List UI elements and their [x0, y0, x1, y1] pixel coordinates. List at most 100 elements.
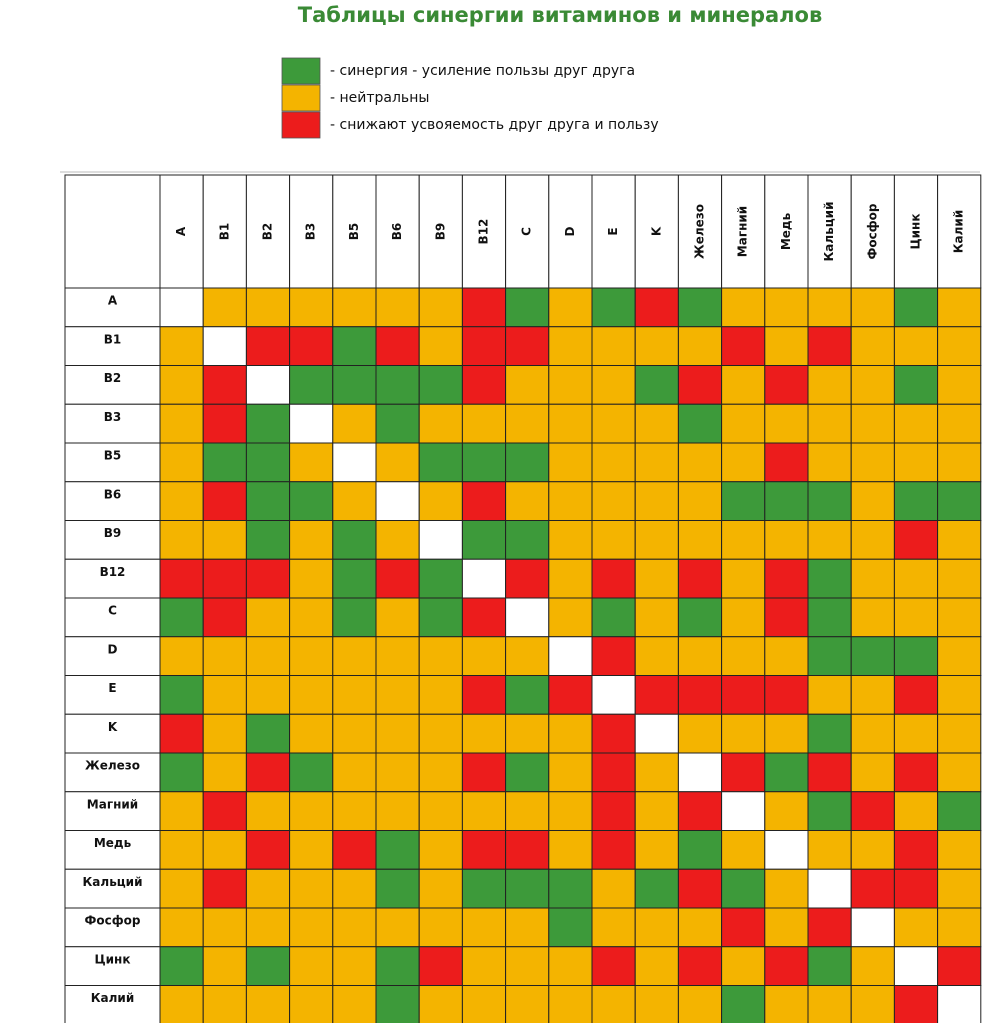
matrix-cell — [807, 597, 852, 638]
column-header: E — [606, 227, 620, 235]
column-header: Калий — [952, 210, 966, 254]
matrix-cell — [332, 713, 377, 754]
legend-label: - снижают усвояемость друг друга и польз… — [330, 117, 659, 133]
matrix-cell — [245, 907, 291, 948]
matrix-cell — [375, 830, 420, 870]
matrix-cell — [159, 752, 204, 793]
matrix-cell — [721, 946, 766, 986]
column-header: B3 — [304, 223, 318, 241]
matrix-cell — [937, 752, 982, 793]
row-label: B3 — [104, 410, 122, 424]
matrix-cell — [893, 636, 939, 676]
matrix-cell — [634, 675, 679, 715]
matrix-cell — [505, 365, 550, 405]
matrix-cell — [505, 287, 550, 328]
matrix-cell — [591, 520, 636, 560]
matrix-cell — [807, 636, 852, 676]
header-cell — [548, 174, 593, 289]
legend-swatch — [281, 111, 321, 139]
matrix-cell — [202, 675, 247, 715]
matrix-cell — [548, 868, 593, 909]
matrix-cell — [505, 713, 550, 754]
row-label: Магний — [87, 797, 138, 811]
matrix-cell — [634, 403, 679, 444]
matrix-cell — [159, 791, 204, 831]
matrix-cell — [893, 597, 939, 638]
matrix-cell — [461, 868, 507, 909]
matrix-cell — [289, 752, 334, 793]
matrix-cell — [202, 403, 247, 444]
matrix-cell — [807, 752, 852, 793]
matrix-cell — [677, 868, 723, 909]
matrix-cell — [764, 752, 809, 793]
header-cell — [202, 174, 247, 289]
matrix-cell — [332, 946, 377, 986]
matrix-cell — [677, 558, 723, 599]
row-header-cell — [64, 791, 161, 831]
matrix-cell — [505, 520, 550, 560]
matrix-cell — [591, 985, 636, 1023]
matrix-cell — [159, 868, 204, 909]
matrix-cell — [807, 520, 852, 560]
matrix-cell — [245, 675, 291, 715]
matrix-cell — [461, 946, 507, 986]
column-header: B12 — [477, 219, 491, 245]
matrix-cell — [375, 985, 420, 1023]
matrix-cell — [375, 907, 420, 948]
header-cell — [937, 174, 982, 289]
matrix-cell — [677, 520, 723, 560]
matrix-cell — [893, 365, 939, 405]
matrix-cell — [807, 946, 852, 986]
row-label: B9 — [104, 526, 122, 540]
row-label: C — [108, 604, 117, 618]
matrix-cell — [893, 403, 939, 444]
matrix-cell — [807, 830, 852, 870]
matrix-cell — [505, 442, 550, 483]
matrix-cell — [807, 481, 852, 521]
matrix-cell — [764, 907, 809, 948]
matrix-cell — [634, 558, 679, 599]
matrix-cell — [375, 481, 420, 521]
matrix-cell — [893, 791, 939, 831]
legend-swatch — [281, 57, 321, 85]
matrix-cell — [418, 326, 463, 366]
matrix-cell — [591, 752, 636, 793]
matrix-cell — [634, 946, 679, 986]
matrix-cell — [375, 287, 420, 328]
matrix-cell — [418, 403, 463, 444]
matrix-cell — [245, 326, 291, 366]
matrix-cell — [850, 830, 895, 870]
matrix-cell — [591, 907, 636, 948]
matrix-cell — [591, 830, 636, 870]
matrix-cell — [677, 907, 723, 948]
legend-label: - нейтральны — [330, 90, 429, 106]
matrix-cell — [937, 442, 982, 483]
matrix-cell — [807, 365, 852, 405]
matrix-cell — [548, 403, 593, 444]
matrix-cell — [461, 713, 507, 754]
matrix-cell — [937, 985, 982, 1023]
matrix-cell — [807, 442, 852, 483]
header-cell — [721, 174, 766, 289]
header-cell — [505, 174, 550, 289]
matrix-cell — [202, 287, 247, 328]
matrix-cell — [721, 907, 766, 948]
matrix-cell — [245, 287, 291, 328]
matrix-cell — [418, 636, 463, 676]
matrix-cell — [591, 636, 636, 676]
matrix-cell — [634, 752, 679, 793]
matrix-cell — [677, 830, 723, 870]
matrix-cell — [245, 481, 291, 521]
matrix-cell — [375, 868, 420, 909]
matrix-cell — [461, 636, 507, 676]
matrix-cell — [850, 597, 895, 638]
matrix-cell — [677, 713, 723, 754]
matrix-cell — [418, 481, 463, 521]
matrix-cell — [245, 946, 291, 986]
matrix-cell — [764, 946, 809, 986]
matrix-cell — [418, 287, 463, 328]
matrix-cell — [548, 752, 593, 793]
matrix-cell — [721, 403, 766, 444]
